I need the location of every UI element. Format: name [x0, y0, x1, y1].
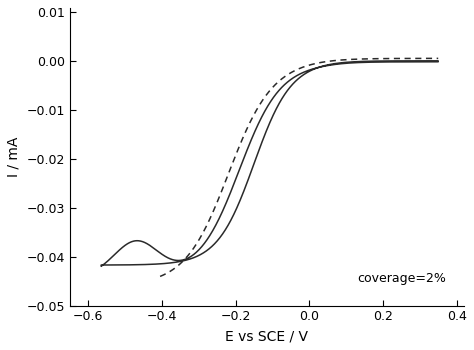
Y-axis label: I / mA: I / mA	[7, 136, 21, 177]
X-axis label: E vs SCE / V: E vs SCE / V	[226, 329, 309, 343]
Text: coverage=2%: coverage=2%	[357, 272, 446, 285]
